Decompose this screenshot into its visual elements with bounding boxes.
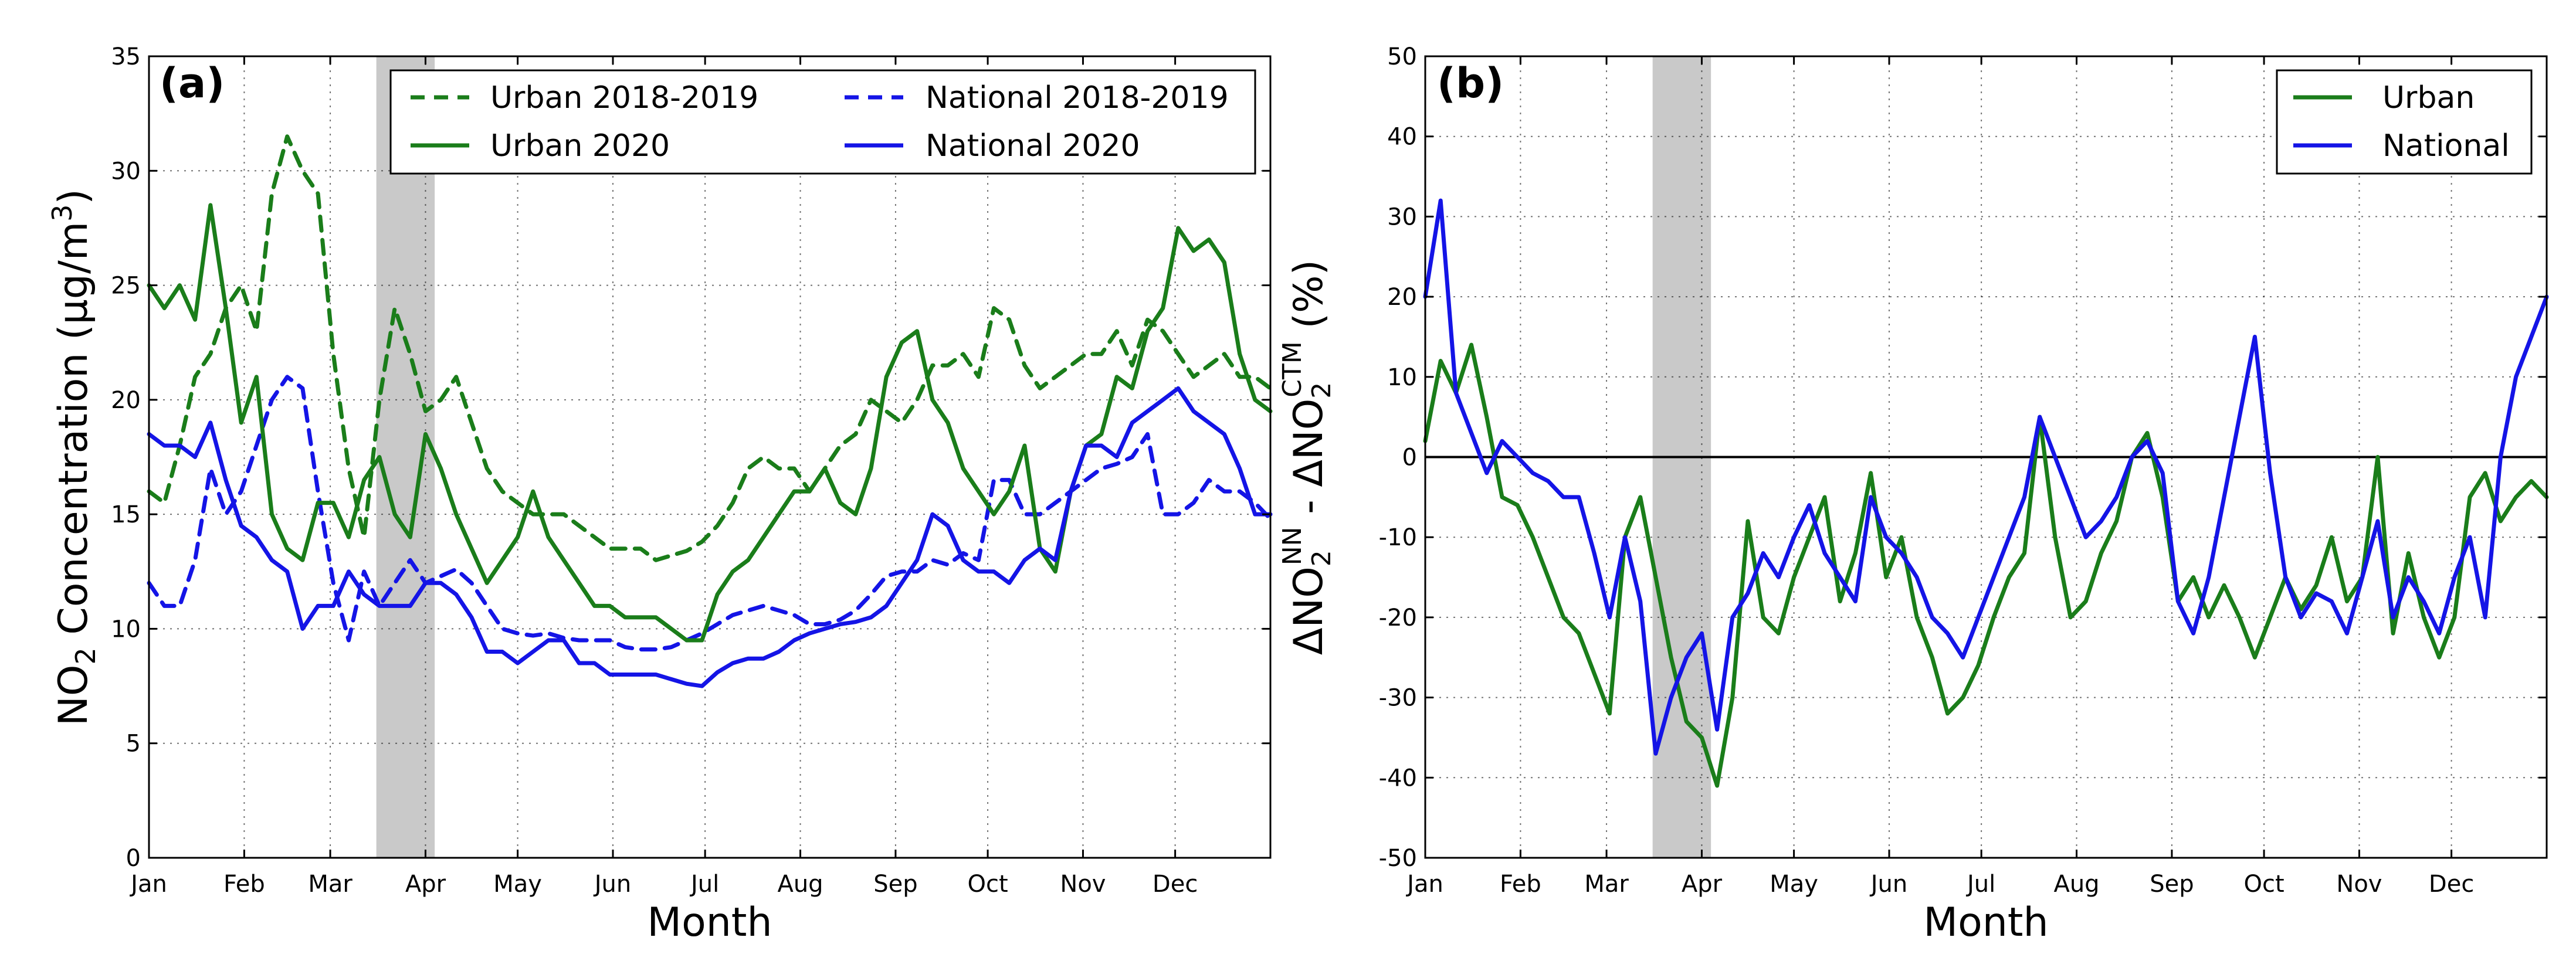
panel-b-legend: Urban National <box>2276 69 2533 175</box>
x-tick-label: Apr <box>1682 871 1723 898</box>
x-tick-label: Feb <box>1500 871 1541 898</box>
x-tick-label: Dec <box>2429 871 2474 898</box>
legend-entry-urban-2018-2019: Urban 2018-2019 <box>411 80 758 116</box>
x-tick-label: Oct <box>967 871 1008 898</box>
y-tick-label: 20 <box>1387 284 1417 311</box>
x-tick-label: Aug <box>2053 871 2099 898</box>
series-national-2018-2019 <box>147 375 1273 652</box>
x-tick-label: Jun <box>593 871 632 898</box>
panel-a-chart: Jan Feb Mar Apr May Jun Jul Aug Sep Oct Nov Dec 0 5 10… <box>46 43 1273 946</box>
x-tick-label: Dec <box>1153 871 1198 898</box>
y-tick-label: 5 <box>126 731 141 758</box>
x-tick-label: Jul <box>689 871 719 898</box>
x-tick-label: Nov <box>1060 871 1106 898</box>
panel-b-ticks: Jan Feb Mar Apr May Jun Jul Aug Sep Oct Nov Dec -50 -… <box>1379 43 2547 898</box>
svg-text:National 2020: National 2020 <box>926 128 1140 164</box>
x-tick-label: Oct <box>2243 871 2284 898</box>
y-tick-label: 25 <box>111 273 141 300</box>
y-tick-label: 20 <box>111 387 141 414</box>
svg-text:National 2018-2019: National 2018-2019 <box>926 80 1229 116</box>
panel-a-legend: Urban 2018-2019 Urban 2020 National 2018… <box>389 69 1256 175</box>
svg-text:Urban 2018-2019: Urban 2018-2019 <box>490 80 758 116</box>
panel-b-xlabel: Month <box>1923 899 2048 946</box>
x-tick-label: Sep <box>873 871 917 898</box>
panel-a-xlabel: Month <box>647 899 772 946</box>
x-tick-label: Jan <box>129 871 167 898</box>
panel-a-frame <box>148 55 1272 859</box>
panel-a-ticks: Jan Feb Mar Apr May Jun Jul Aug Sep Oct Nov Dec 0 5 10… <box>111 43 1270 898</box>
panel-b-ylabel: ΔNO2NN - ΔNO2CTM (%) <box>1277 260 1337 655</box>
x-tick-label: Apr <box>405 871 446 898</box>
legend-entry-national: National <box>2293 128 2510 164</box>
legend-entry-national-2020: National 2020 <box>845 128 1140 164</box>
x-tick-label: Jun <box>1869 871 1908 898</box>
y-tick-label: 10 <box>1387 364 1417 391</box>
panel-a-ylabel: NO2 Concentration (µg/m3) <box>46 189 101 726</box>
series-urban-2018-2019 <box>147 134 1273 562</box>
x-tick-label: Jul <box>1965 871 1995 898</box>
x-tick-label: Sep <box>2150 871 2194 898</box>
panel-a-series <box>147 134 1273 688</box>
y-tick-label: 30 <box>1387 203 1417 230</box>
x-tick-label: May <box>493 871 542 898</box>
y-tick-label: -10 <box>1379 524 1417 551</box>
y-tick-label: 15 <box>111 501 141 528</box>
panel-b-chart: Jan Feb Mar Apr May Jun Jul Aug Sep Oct Nov Dec -50 -… <box>1277 43 2549 946</box>
x-tick-label: May <box>1770 871 1818 898</box>
series-urban-2020 <box>147 203 1273 643</box>
y-tick-label: 0 <box>126 845 141 872</box>
panel-a-grid <box>149 56 1270 858</box>
legend-entry-national-2018-2019: National 2018-2019 <box>845 80 1229 116</box>
panel-b-label: (b) <box>1437 59 1504 107</box>
legend-entry-urban: Urban <box>2293 80 2475 116</box>
panel-b-series <box>1423 198 2549 788</box>
legend-entry-urban-2020: Urban 2020 <box>411 128 670 164</box>
svg-text:Urban 2020: Urban 2020 <box>490 128 670 164</box>
y-tick-label: 50 <box>1387 43 1417 70</box>
panel-a-shaded-period <box>376 56 435 858</box>
x-tick-label: Aug <box>777 871 823 898</box>
x-tick-label: Feb <box>223 871 265 898</box>
y-tick-label: 35 <box>111 43 141 70</box>
x-tick-label: Mar <box>308 871 352 898</box>
svg-text:National: National <box>2382 128 2510 164</box>
series-urban-difference <box>1423 342 2549 788</box>
series-national-2020 <box>147 386 1273 688</box>
series-national-difference <box>1423 198 2549 756</box>
y-tick-label: -40 <box>1379 765 1417 792</box>
y-tick-label: 10 <box>111 616 141 643</box>
x-tick-label: Mar <box>1584 871 1629 898</box>
y-tick-label: 0 <box>1402 444 1417 471</box>
y-tick-label: 40 <box>1387 124 1417 151</box>
panel-a-label: (a) <box>160 59 225 107</box>
y-tick-label: 30 <box>111 158 141 185</box>
y-tick-label: -20 <box>1379 605 1417 631</box>
x-tick-label: Jan <box>1405 871 1443 898</box>
y-tick-label: -30 <box>1379 685 1417 712</box>
svg-text:Urban: Urban <box>2382 80 2475 116</box>
y-tick-label: -50 <box>1379 845 1417 872</box>
x-tick-label: Nov <box>2336 871 2382 898</box>
